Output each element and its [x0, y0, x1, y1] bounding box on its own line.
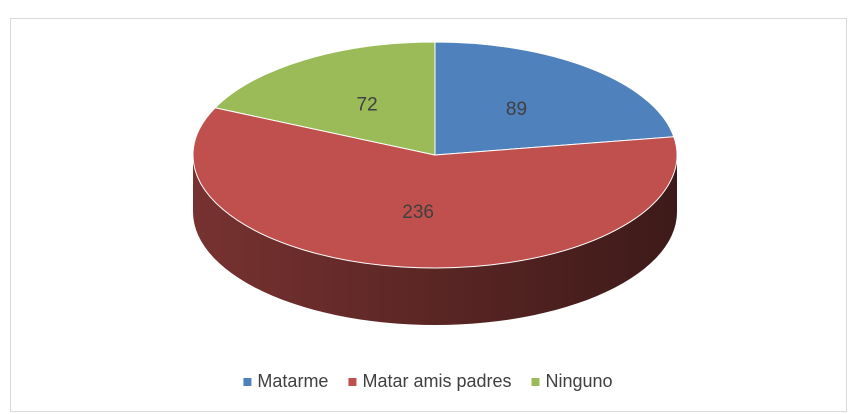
legend-label: Ninguno [546, 371, 613, 391]
data-label: 236 [402, 202, 434, 223]
legend-swatch [531, 378, 540, 386]
data-label: 72 [357, 95, 378, 116]
pie-slice [214, 41, 436, 156]
pie-slice [192, 107, 678, 269]
legend-swatch [243, 378, 252, 386]
legend-item: Ninguno [531, 371, 613, 391]
legend-swatch [348, 378, 357, 386]
pie-side [193, 155, 677, 325]
data-label: 89 [506, 99, 527, 120]
pie-slice [434, 41, 675, 156]
legend-item: Matarme [243, 371, 328, 391]
legend-label: Matar amis padres [362, 371, 511, 391]
legend-item: Matar amis padres [348, 371, 512, 391]
legend-label: Matarme [257, 371, 328, 391]
